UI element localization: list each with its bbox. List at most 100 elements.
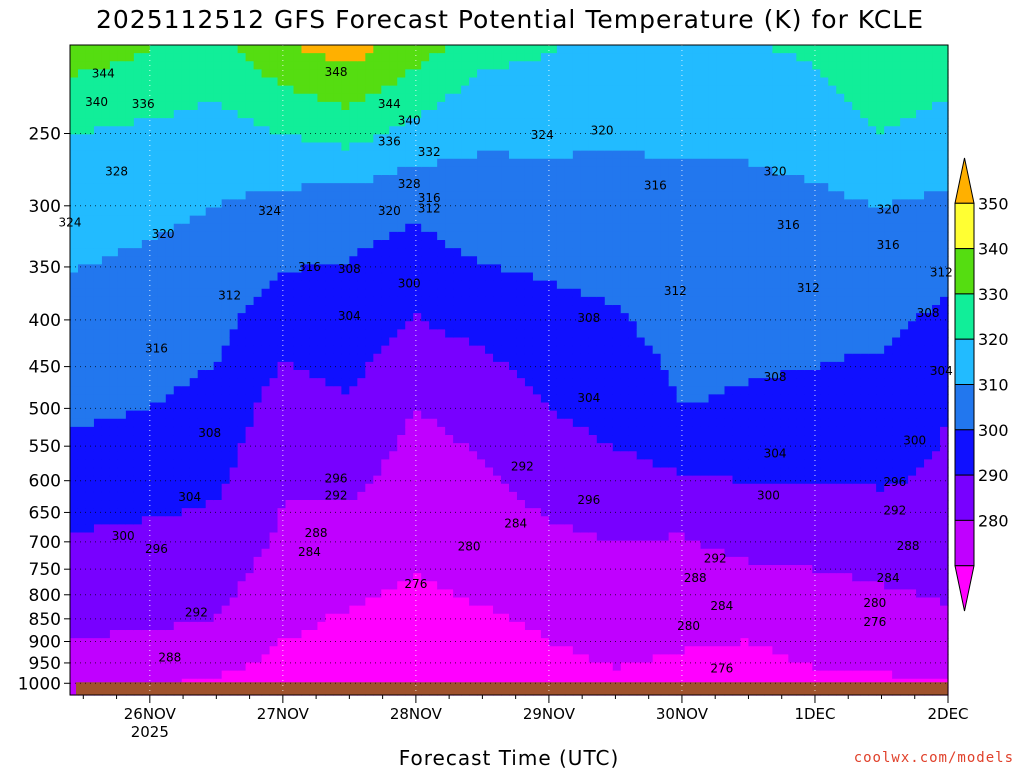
field-cell [133, 581, 143, 590]
field-cell [509, 483, 518, 493]
field-cell [213, 142, 223, 152]
field-cell [277, 605, 287, 615]
field-cell [333, 605, 342, 615]
field-cell [493, 386, 502, 395]
field-cell [389, 77, 398, 87]
field-cell [277, 110, 287, 119]
field-cell [101, 491, 111, 501]
field-cell [109, 45, 119, 54]
field-cell [237, 662, 247, 672]
field-cell [493, 508, 502, 517]
field-cell [437, 426, 446, 436]
field-cell [445, 337, 454, 347]
field-cell [117, 459, 127, 469]
field-cell [213, 353, 223, 363]
field-cell [461, 605, 470, 615]
field-cell [445, 426, 454, 436]
field-cell [173, 329, 183, 339]
field-cell [501, 93, 510, 103]
field-cell [405, 605, 414, 615]
field-cell [461, 435, 470, 444]
field-cell [77, 199, 87, 209]
field-cell [309, 378, 319, 387]
field-cell [109, 166, 119, 176]
field-cell [309, 280, 319, 290]
field-cell [157, 605, 167, 615]
field-cell [349, 370, 358, 379]
field-cell [173, 240, 183, 249]
field-cell [421, 630, 430, 639]
field-cell [229, 630, 239, 639]
field-cell [109, 175, 119, 184]
field-cell [548, 329, 558, 339]
field-cell [516, 370, 526, 379]
field-cell [373, 313, 382, 322]
field-cell [221, 589, 231, 599]
field-cell [213, 45, 223, 54]
field-cell [357, 85, 366, 95]
field-cell [469, 402, 478, 412]
field-cell [397, 597, 406, 607]
field-cell [133, 85, 143, 95]
field-cell [556, 597, 566, 607]
field-cell [333, 345, 342, 355]
field-cell [349, 524, 358, 534]
field-cell [205, 345, 215, 355]
field-cell [285, 386, 295, 395]
field-cell [101, 556, 111, 566]
field-cell [532, 288, 542, 298]
field-cell [564, 240, 574, 249]
field-cell [333, 491, 342, 501]
field-cell [333, 475, 342, 485]
field-cell [237, 158, 247, 168]
field-cell [357, 500, 366, 509]
field-cell [285, 508, 295, 517]
field-cell [293, 646, 303, 655]
field-cell [317, 69, 327, 79]
field-cell [485, 394, 494, 404]
field-cell [125, 337, 135, 347]
field-cell [493, 191, 502, 200]
field-cell [285, 313, 295, 322]
field-cell [477, 158, 486, 168]
field-cell [70, 443, 79, 452]
field-cell [556, 61, 566, 70]
field-cell [524, 53, 534, 62]
field-cell [453, 240, 462, 249]
field-cell [125, 475, 135, 485]
field-cell [373, 540, 382, 550]
field-cell [157, 508, 167, 517]
field-cell [516, 272, 526, 282]
field-cell [501, 532, 510, 542]
field-cell [117, 207, 127, 217]
field-cell [117, 516, 127, 525]
field-cell [421, 207, 430, 217]
field-cell [181, 329, 191, 339]
field-cell [205, 426, 215, 436]
field-cell [325, 118, 334, 127]
field-cell [429, 256, 438, 265]
field-cell [109, 565, 119, 574]
field-cell [245, 556, 255, 566]
field-cell [485, 305, 494, 314]
field-cell [461, 532, 470, 542]
field-cell [461, 313, 470, 322]
field-cell [261, 69, 271, 79]
field-cell [149, 264, 159, 274]
field-cell [485, 386, 494, 395]
field-cell [445, 345, 454, 355]
field-cell [205, 565, 215, 574]
field-cell [109, 621, 119, 631]
field-cell [445, 248, 454, 257]
field-cell [325, 248, 334, 257]
field-cell [532, 240, 542, 249]
field-cell [493, 101, 502, 111]
field-cell [341, 524, 350, 534]
field-cell [293, 345, 303, 355]
field-cell [269, 670, 279, 680]
field-cell [301, 110, 311, 119]
field-cell [421, 638, 430, 647]
field-cell [357, 329, 366, 339]
field-cell [253, 475, 263, 485]
field-cell [564, 61, 574, 70]
